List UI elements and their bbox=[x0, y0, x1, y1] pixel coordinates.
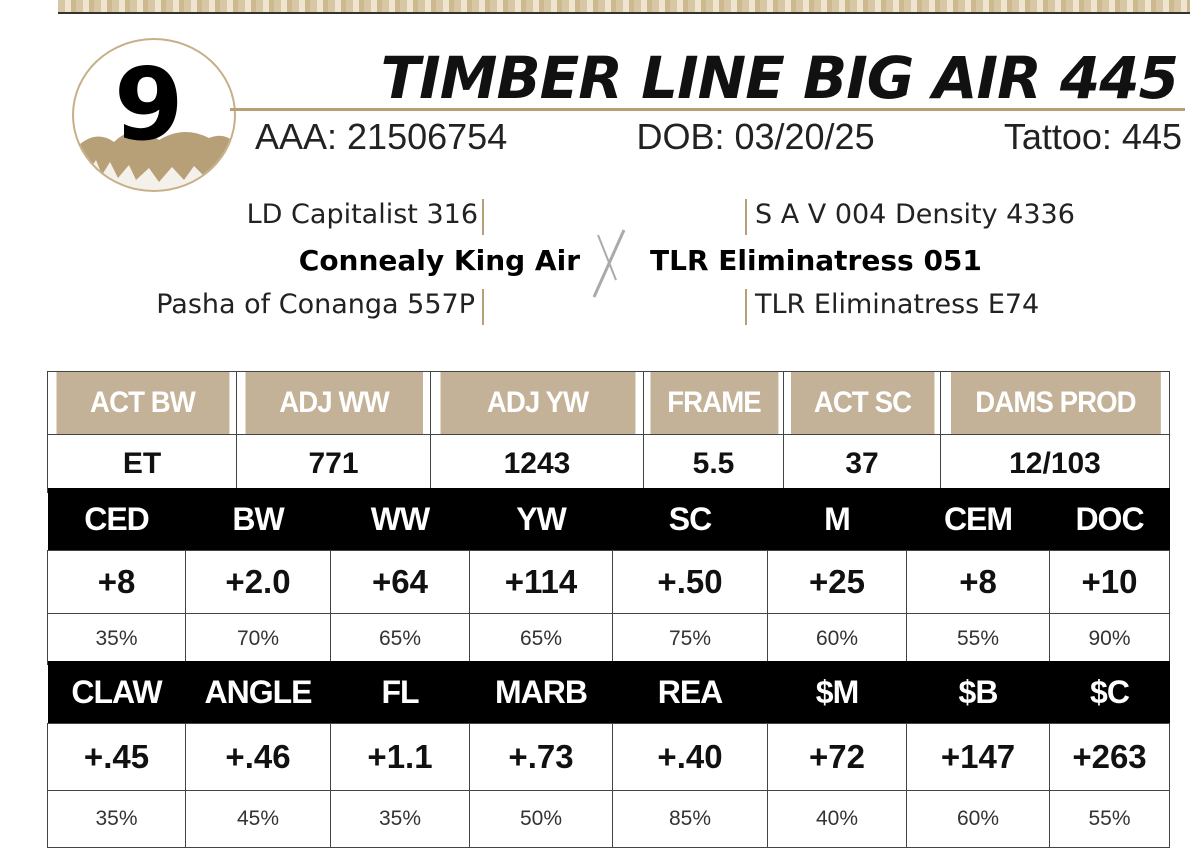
epd-header: DOC bbox=[1049, 488, 1170, 551]
header-frame: FRAME bbox=[648, 371, 779, 435]
epd-value: +10 bbox=[1049, 550, 1170, 614]
epd-header: M bbox=[767, 488, 907, 551]
epd-value-row: +.45 +.46 +1.1 +.73 +.40 +72 +147 +263 bbox=[47, 723, 1170, 791]
epd-header: CEM bbox=[906, 488, 1050, 551]
cross-mark-icon bbox=[592, 229, 626, 298]
epd-accuracy: 35% bbox=[47, 790, 186, 848]
dob: DOB: 03/20/25 bbox=[636, 116, 875, 157]
actuals-table: ACT BW ADJ WW ADJ YW FRAME ACT SC DAMS P… bbox=[47, 371, 1170, 493]
epd-table-2: CLAW ANGLE FL MARB REA $M $B $C +.45 +.4… bbox=[47, 661, 1170, 848]
epd-accuracy: 50% bbox=[469, 790, 613, 848]
epd-header: $B bbox=[906, 661, 1050, 724]
top-banner bbox=[58, 0, 1190, 14]
header-act-bw: ACT BW bbox=[54, 371, 230, 435]
epd-value: +8 bbox=[47, 550, 186, 614]
sire-sire: LD Capitalist 316 bbox=[246, 199, 478, 230]
header-dams-prod: DAMS PROD bbox=[949, 371, 1161, 435]
value-act-sc: 37 bbox=[783, 434, 941, 493]
epd-accuracy: 55% bbox=[1049, 790, 1170, 848]
header-act-sc: ACT SC bbox=[789, 371, 935, 435]
actuals-value-row: ET 771 1243 5.5 37 12/103 bbox=[47, 434, 1170, 493]
title-underline bbox=[230, 108, 1185, 111]
registration-line: AAA: 21506754 DOB: 03/20/25 Tattoo: 445 bbox=[255, 112, 1182, 162]
epd-value: +64 bbox=[330, 550, 470, 614]
value-act-bw: ET bbox=[47, 434, 237, 493]
epd-accuracy: 60% bbox=[906, 790, 1050, 848]
animal-name: TIMBER LINE BIG AIR 445 bbox=[380, 44, 1179, 112]
epd-header: BW bbox=[185, 488, 331, 551]
epd-header: $M bbox=[767, 661, 907, 724]
epd-header: SC bbox=[612, 488, 768, 551]
header-adj-yw: ADJ YW bbox=[438, 371, 636, 435]
epd-value: +8 bbox=[906, 550, 1050, 614]
epd-header-row: CED BW WW YW SC M CEM DOC bbox=[47, 488, 1170, 551]
actuals-header-row: ACT BW ADJ WW ADJ YW FRAME ACT SC DAMS P… bbox=[48, 371, 1170, 435]
epd-header: $C bbox=[1049, 661, 1170, 724]
dam-dam: TLR Eliminatress E74 bbox=[755, 289, 1040, 320]
epd-accuracy: 35% bbox=[330, 790, 470, 848]
tattoo: Tattoo: 445 bbox=[1003, 116, 1182, 157]
epd-header: MARB bbox=[469, 661, 613, 724]
epd-accuracy-row: 35% 45% 35% 50% 85% 40% 60% 55% bbox=[47, 790, 1170, 848]
epd-value: +263 bbox=[1049, 723, 1170, 791]
epd-value: +.45 bbox=[47, 723, 186, 791]
epd-value: +114 bbox=[469, 550, 613, 614]
epd-header: FL bbox=[330, 661, 470, 724]
epd-table-1: CED BW WW YW SC M CEM DOC +8 +2.0 +64 +1… bbox=[47, 488, 1170, 665]
epd-value: +147 bbox=[906, 723, 1050, 791]
epd-header: WW bbox=[330, 488, 470, 551]
sire-dam: Pasha of Conanga 557P bbox=[156, 289, 475, 320]
aaa-number: AAA: 21506754 bbox=[255, 116, 508, 157]
lot-logo: 9 bbox=[72, 38, 236, 192]
pedigree-bracket bbox=[482, 289, 484, 325]
epd-value-row: +8 +2.0 +64 +114 +.50 +25 +8 +10 bbox=[47, 550, 1170, 614]
pedigree-bracket bbox=[745, 289, 747, 325]
epd-value: +.73 bbox=[469, 723, 613, 791]
epd-accuracy: 75% bbox=[612, 613, 768, 665]
value-frame: 5.5 bbox=[643, 434, 784, 493]
epd-header: CED bbox=[47, 488, 186, 551]
epd-value: +.40 bbox=[612, 723, 768, 791]
epd-accuracy: 65% bbox=[330, 613, 470, 665]
dam-sire: S A V 004 Density 4336 bbox=[755, 199, 1075, 230]
sire: Connealy King Air bbox=[298, 244, 580, 277]
epd-accuracy: 40% bbox=[767, 790, 907, 848]
mountain-logo-icon bbox=[74, 131, 234, 190]
epd-value: +25 bbox=[767, 550, 907, 614]
epd-header: REA bbox=[612, 661, 768, 724]
epd-value: +1.1 bbox=[330, 723, 470, 791]
pedigree-bracket bbox=[482, 199, 484, 235]
epd-value: +.46 bbox=[185, 723, 331, 791]
epd-accuracy: 35% bbox=[47, 613, 186, 665]
epd-value: +72 bbox=[767, 723, 907, 791]
epd-value: +.50 bbox=[612, 550, 768, 614]
epd-accuracy: 65% bbox=[469, 613, 613, 665]
dam: TLR Eliminatress 051 bbox=[650, 244, 982, 277]
epd-accuracy: 70% bbox=[185, 613, 331, 665]
epd-header-row: CLAW ANGLE FL MARB REA $M $B $C bbox=[47, 661, 1170, 724]
lot-number: 9 bbox=[114, 46, 184, 163]
epd-header: CLAW bbox=[47, 661, 186, 724]
epd-accuracy: 90% bbox=[1049, 613, 1170, 665]
epd-header: YW bbox=[469, 488, 613, 551]
value-dams-prod: 12/103 bbox=[940, 434, 1170, 493]
epd-accuracy-row: 35% 70% 65% 65% 75% 60% 55% 90% bbox=[47, 613, 1170, 665]
value-adj-yw: 1243 bbox=[430, 434, 644, 493]
pedigree-bracket bbox=[745, 199, 747, 235]
epd-accuracy: 55% bbox=[906, 613, 1050, 665]
header-adj-ww: ADJ WW bbox=[243, 371, 424, 435]
epd-value: +2.0 bbox=[185, 550, 331, 614]
epd-accuracy: 45% bbox=[185, 790, 331, 848]
epd-header: ANGLE bbox=[185, 661, 331, 724]
value-adj-ww: 771 bbox=[236, 434, 431, 493]
epd-accuracy: 85% bbox=[612, 790, 768, 848]
epd-accuracy: 60% bbox=[767, 613, 907, 665]
